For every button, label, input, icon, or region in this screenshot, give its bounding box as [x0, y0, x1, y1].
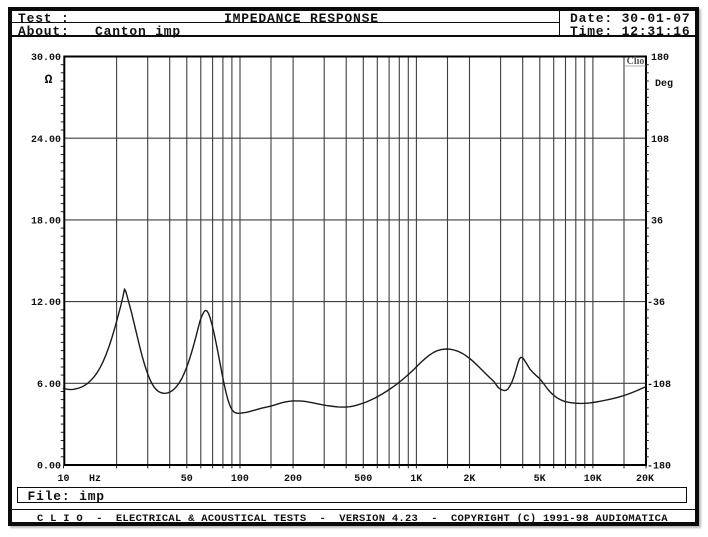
svg-text:-108: -108 — [647, 380, 671, 391]
svg-text:50: 50 — [181, 474, 193, 485]
svg-text:24.00: 24.00 — [31, 135, 61, 146]
svg-text:20K: 20K — [636, 474, 654, 485]
svg-text:1K: 1K — [410, 474, 422, 485]
svg-text:180: 180 — [651, 53, 669, 64]
svg-text:108: 108 — [651, 135, 669, 146]
svg-text:Hz: Hz — [89, 474, 101, 485]
svg-text:Deg: Deg — [655, 79, 673, 90]
svg-text:-180: -180 — [647, 462, 671, 473]
svg-text:200: 200 — [284, 474, 302, 485]
svg-text:12.00: 12.00 — [31, 298, 61, 309]
svg-text:10K: 10K — [584, 474, 602, 485]
svg-text:100: 100 — [231, 474, 249, 485]
svg-text:2K: 2K — [463, 474, 475, 485]
svg-text:Ω: Ω — [45, 72, 53, 87]
svg-text:6.00: 6.00 — [37, 380, 61, 391]
svg-text:Clio: Clio — [627, 56, 645, 67]
svg-text:30.00: 30.00 — [31, 53, 61, 64]
svg-text:500: 500 — [354, 474, 372, 485]
svg-text:0.00: 0.00 — [37, 462, 61, 473]
svg-text:-36: -36 — [647, 298, 665, 309]
svg-text:10: 10 — [57, 474, 69, 485]
svg-text:36: 36 — [651, 217, 663, 228]
svg-text:5K: 5K — [534, 474, 546, 485]
svg-text:18.00: 18.00 — [31, 217, 61, 228]
